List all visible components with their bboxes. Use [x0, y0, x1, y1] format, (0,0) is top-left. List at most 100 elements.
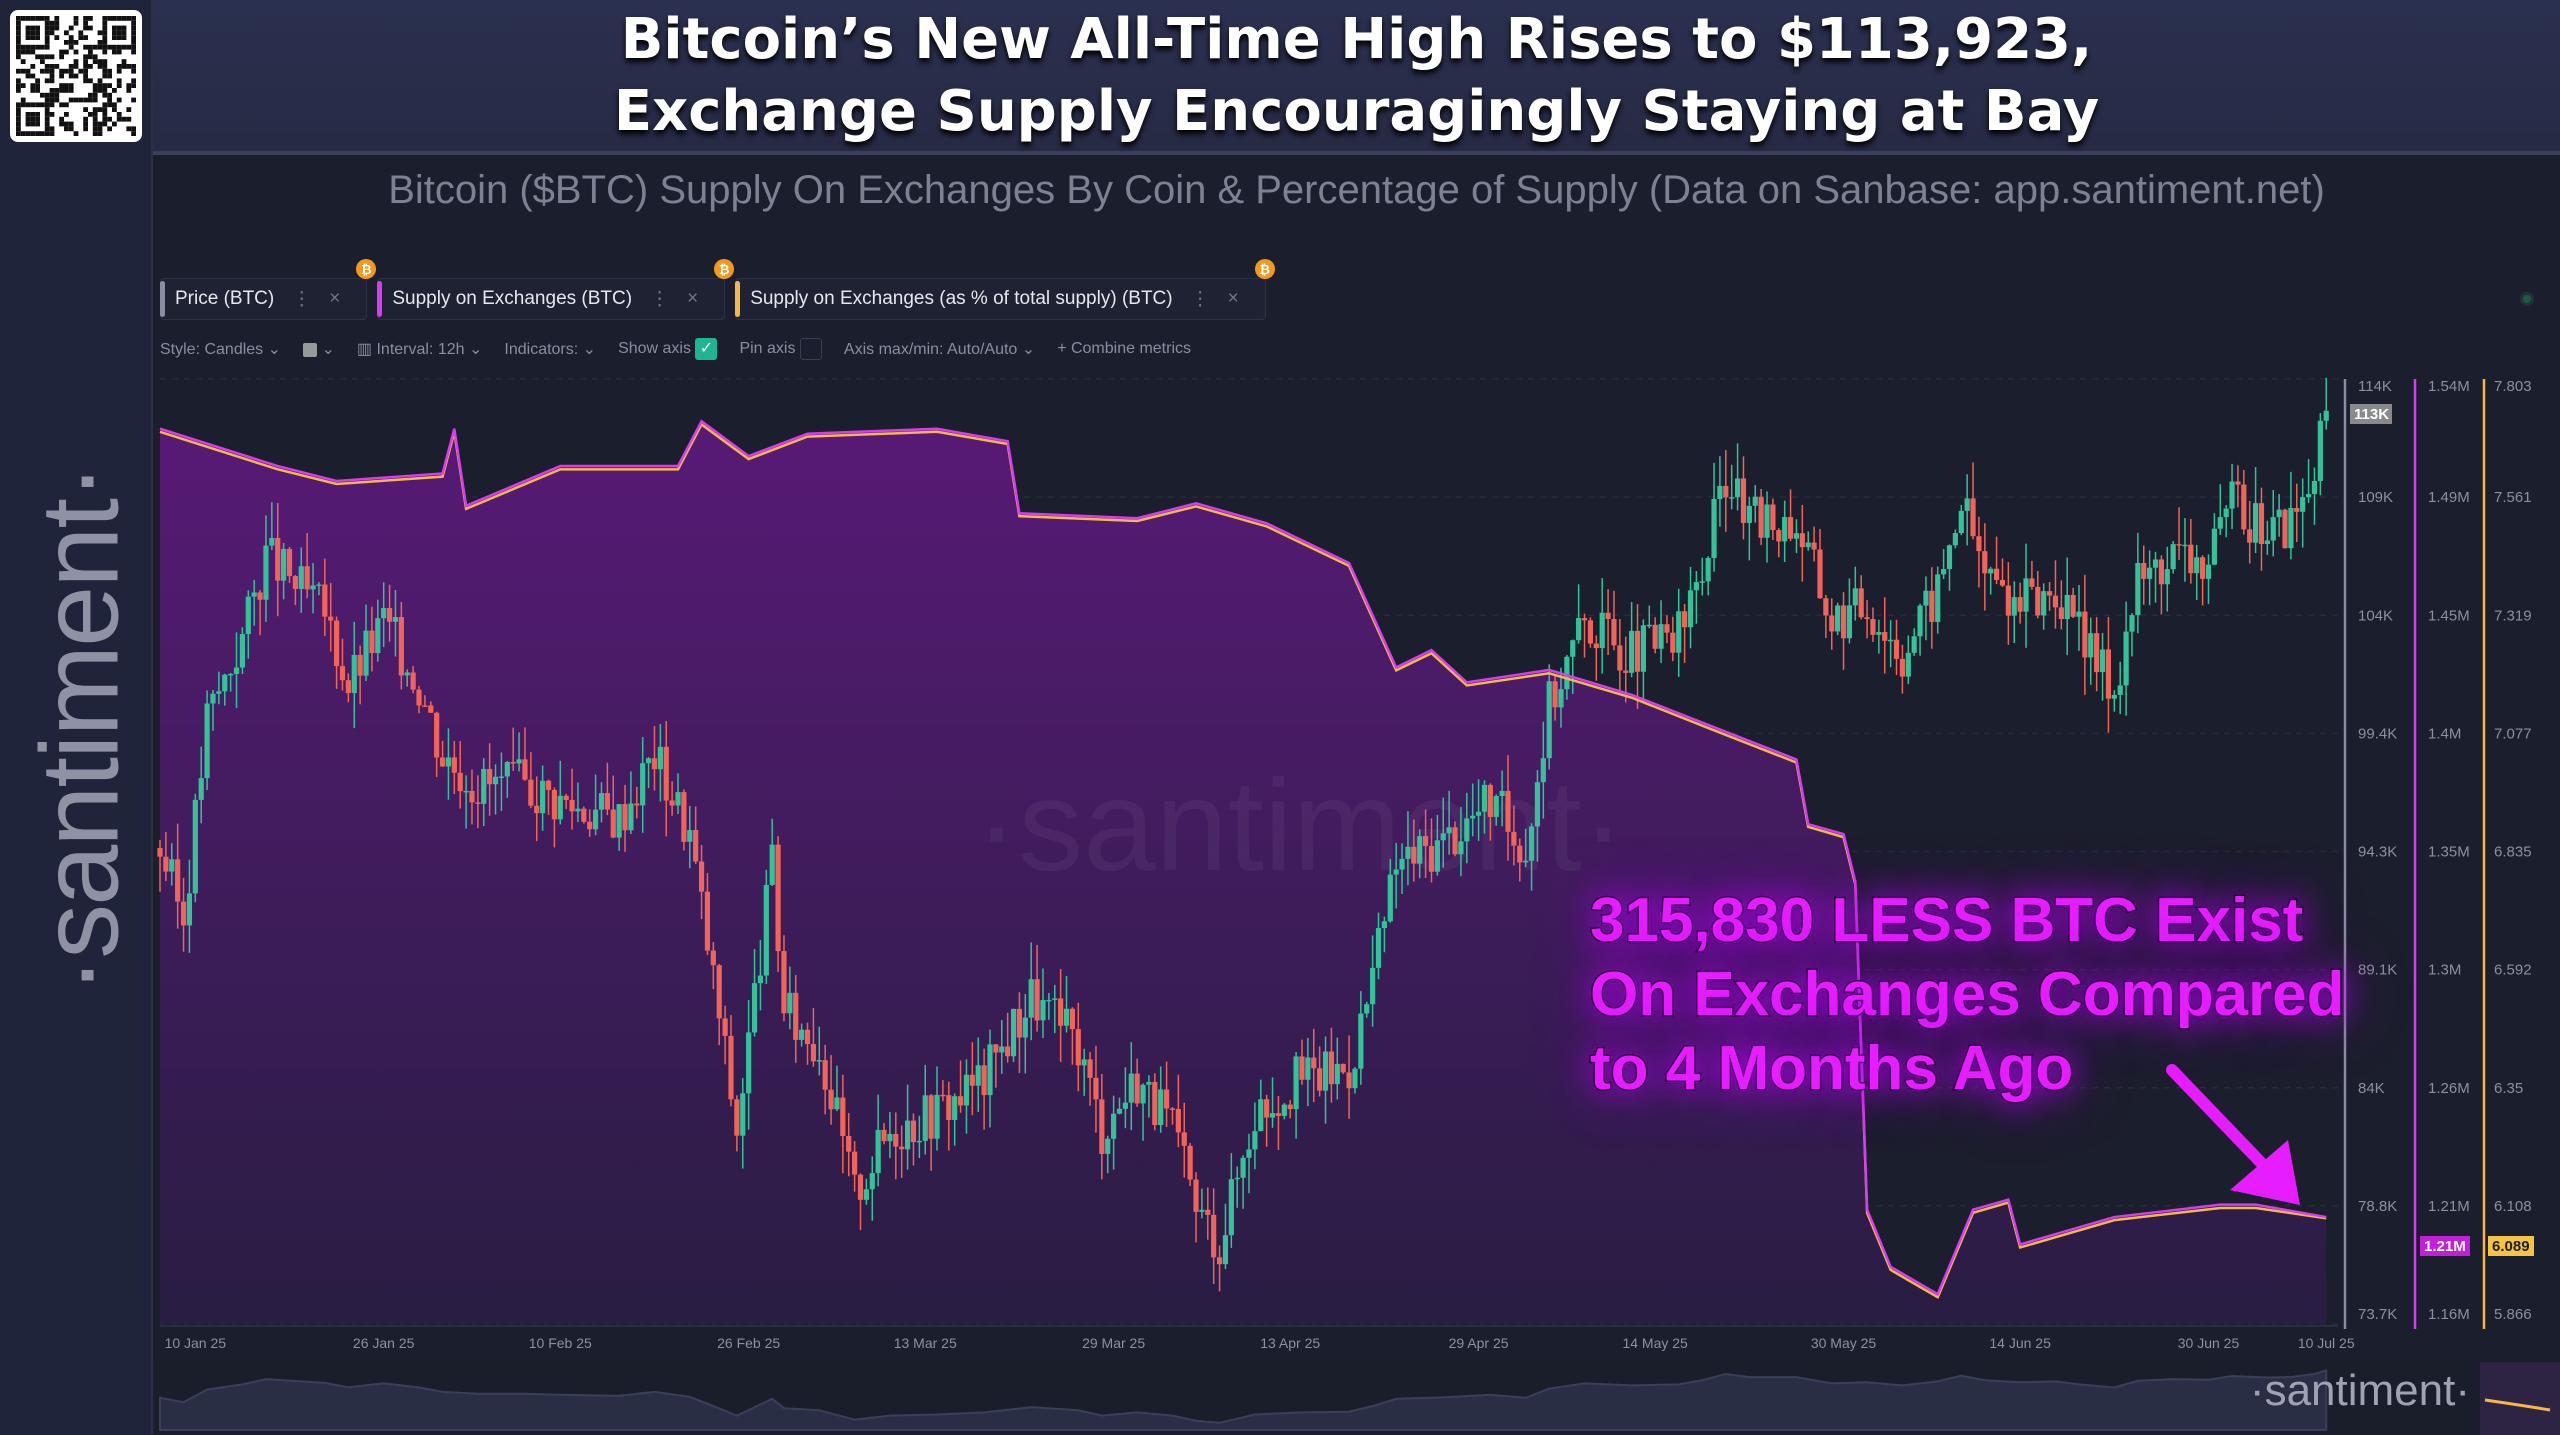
axis-minmax-dropdown[interactable]: Axis max/min: Auto/Auto ⌄	[844, 339, 1035, 359]
style-dropdown[interactable]: Style: Candles ⌄	[160, 339, 281, 359]
candle-body	[1699, 581, 1705, 583]
candle-body	[1069, 1008, 1076, 1030]
show-axis-checkbox[interactable]: ✓	[695, 338, 718, 360]
axis-tick-label: 1.21M	[2428, 1198, 2470, 1215]
axis-tick-label: 114K	[2358, 378, 2392, 395]
pin-axis-checkbox[interactable]	[799, 338, 822, 360]
combine-metrics-button[interactable]: + Combine metrics	[1057, 340, 1192, 357]
candle-body	[2235, 481, 2241, 485]
qr-code[interactable]	[10, 10, 142, 142]
candle-body	[775, 844, 781, 952]
candle-body	[510, 762, 516, 764]
menu-icon[interactable]: ⋮	[650, 288, 670, 310]
metric-tabs: Price (BTC) ⋮ × ₿ Supply on Exchanges (BTC)…	[160, 259, 1275, 320]
candle-body	[328, 616, 334, 621]
candle-body	[1658, 624, 1664, 649]
candle-body	[404, 672, 410, 676]
candle-body	[463, 790, 469, 793]
page-title: Bitcoin’s New All-Time High Rises to $11…	[153, 0, 2560, 148]
candle-body	[233, 667, 240, 674]
candle-body	[1105, 1138, 1111, 1154]
candle-body	[1381, 921, 1387, 929]
candle-body	[339, 666, 346, 681]
tab-supply-on-exchanges[interactable]: Supply on Exchanges (BTC) ⋮ × ₿	[377, 259, 735, 320]
x-tick-label: 26 Jan 25	[353, 1335, 415, 1351]
x-tick-label: 10 Jan 25	[165, 1335, 227, 1351]
color-bar	[377, 281, 383, 317]
candle-body	[1081, 1059, 1087, 1066]
price-current-badge-bg	[2350, 404, 2392, 424]
candle-body	[1823, 598, 1829, 616]
candle-body	[1228, 1179, 1234, 1236]
candle-body	[2046, 591, 2053, 596]
tab-supply-pct[interactable]: Supply on Exchanges (as % of total suppl…	[735, 259, 1275, 320]
candle-body	[1022, 1017, 1028, 1038]
candle-body	[1917, 605, 1923, 637]
candle-body	[1322, 1051, 1329, 1091]
close-icon[interactable]: ×	[1227, 288, 1239, 309]
candle-body	[1840, 605, 1847, 639]
candle-body	[1805, 542, 1811, 548]
candle-body	[2223, 508, 2229, 518]
candle-body	[1169, 1108, 1176, 1110]
candle-body	[1446, 827, 1452, 834]
candle-body	[528, 779, 534, 806]
candle-body	[1864, 617, 1870, 620]
candle-body	[834, 1097, 840, 1110]
menu-icon[interactable]: ⋮	[1190, 288, 1210, 310]
close-icon[interactable]: ×	[687, 288, 699, 309]
axis-tick-label: 1.45M	[2428, 607, 2470, 624]
candle-body	[1646, 624, 1652, 627]
candle-body	[916, 1140, 922, 1143]
candle-body	[628, 803, 634, 831]
candle-body	[657, 746, 663, 770]
candle-body	[2188, 544, 2194, 574]
candle-body	[1988, 568, 1994, 574]
interval-dropdown[interactable]: ▥ Interval: 12h ⌄	[357, 339, 483, 359]
watermark: ·santiment·	[975, 752, 1625, 898]
candle-body	[981, 1065, 987, 1096]
candle-body	[751, 983, 758, 1033]
title-line-1: Bitcoin’s New All-Time High Rises to $11…	[620, 7, 2093, 72]
candle-body	[416, 689, 422, 706]
indicators-dropdown[interactable]: Indicators: ⌄	[504, 339, 596, 359]
candle-body	[2041, 591, 2047, 616]
candle-body	[993, 1044, 999, 1053]
candle-body	[622, 804, 628, 831]
candle-body	[1405, 846, 1411, 859]
axis-tick-label: 7.077	[2494, 725, 2532, 742]
candle-body	[481, 768, 487, 804]
bitcoin-icon: ₿	[1254, 259, 1275, 279]
candle-body	[1687, 590, 1694, 628]
axis-tick-label: 6.108	[2494, 1198, 2532, 1215]
candle-body	[210, 693, 216, 704]
color-dropdown[interactable]: ⌄	[303, 339, 335, 359]
pin-axis-toggle[interactable]: Pin axis	[739, 338, 822, 360]
axis-tick-label: 1.26M	[2428, 1080, 2470, 1097]
candle-body	[769, 844, 775, 885]
candle-body	[292, 576, 298, 589]
candle-body	[286, 548, 293, 577]
candle-body	[1576, 618, 1582, 641]
candle-body	[1523, 860, 1529, 863]
candle-body	[163, 856, 169, 872]
axis-tick-label: 1.3M	[2428, 962, 2461, 979]
candle-body	[1835, 605, 1841, 632]
candle-body	[1946, 545, 1953, 570]
menu-icon[interactable]: ⋮	[292, 288, 312, 310]
candle-body	[1364, 1004, 1370, 1014]
tab-price[interactable]: Price (BTC) ⋮ × ₿	[160, 259, 377, 320]
candle-body	[1087, 1059, 1093, 1078]
candle-body	[1205, 1209, 1211, 1215]
candle-body	[1358, 1013, 1364, 1069]
close-icon[interactable]: ×	[329, 288, 341, 309]
candle-body	[1028, 979, 1034, 1018]
navigator-handle[interactable]	[2480, 1362, 2560, 1435]
candle-body	[1670, 632, 1676, 653]
candle-body	[616, 804, 622, 838]
candle-body	[2017, 597, 2023, 612]
show-axis-toggle[interactable]: Show axis ✓	[618, 338, 718, 360]
candle-body	[1640, 625, 1646, 672]
candle-body	[487, 768, 493, 785]
